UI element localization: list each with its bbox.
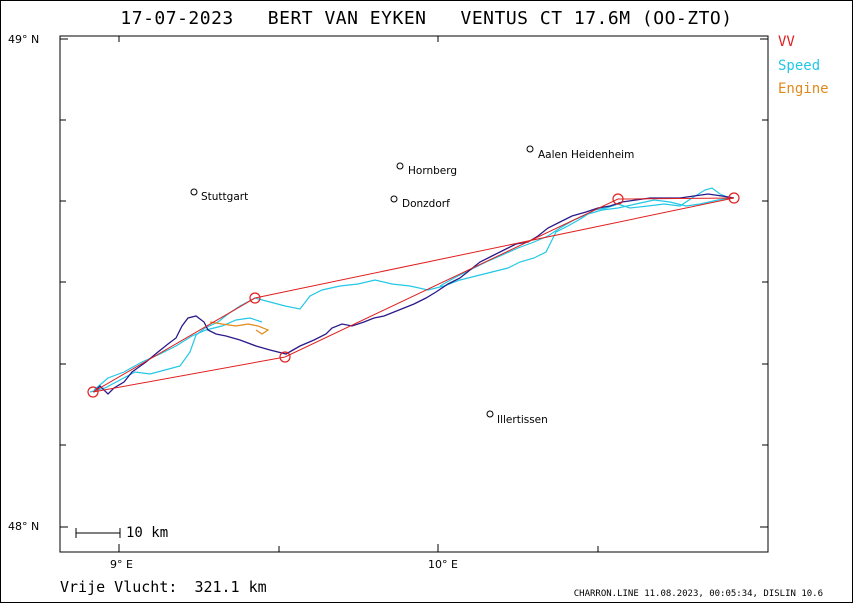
y-tick-48n: 48° N [8,520,40,533]
turnpoint-start [87,386,99,398]
town-label-stuttgart: Stuttgart [201,191,248,203]
vv-route [92,197,735,393]
plot-border [59,35,769,553]
map-title: 17-07-2023 BERT VAN EYKEN VENTUS CT 17.6… [120,8,733,29]
town-label-hornberg: Hornberg [408,165,457,177]
engine-track [209,321,270,335]
town-marker-stuttgart [190,188,198,196]
altitude-track [93,193,735,395]
legend-vv: VV [778,34,795,50]
turnpoints [87,192,740,398]
axis-ticks [60,36,768,552]
free-flight-distance: Vrije Vlucht: 321.1 km [60,578,267,596]
distance-label: Vrije Vlucht: [60,578,178,596]
turnpoint-5 [728,192,740,204]
scale-bar [75,528,121,538]
y-tick-49n: 49° N [8,33,40,46]
town-marker-hornberg [396,162,404,170]
distance-value: 321.1 km [194,578,267,596]
x-tick-9e: 9° E [110,558,133,571]
scale-bar-label: 10 km [126,525,169,541]
x-tick-10e: 10° E [428,558,458,571]
town-label-aalen-heidenheim: Aalen Heidenheim [538,149,634,161]
turnpoint-2 [249,292,261,304]
turnpoint-4 [612,193,624,205]
render-credit: CHARRON.LINE 11.08.2023, 00:05:34, DISLI… [573,589,823,599]
speed-track-early [93,317,263,391]
turnpoint-3 [279,351,291,363]
legend-speed: Speed [778,58,821,74]
town-marker-illertissen [486,410,494,418]
legend-engine: Engine [778,81,829,97]
towns: Stuttgart Hornberg Donzdorf Aalen Heiden… [190,145,634,426]
town-label-donzdorf: Donzdorf [402,198,450,210]
town-marker-aalen-heidenheim [526,145,534,153]
town-marker-donzdorf [390,195,398,203]
town-label-illertissen: Illertissen [497,414,548,426]
